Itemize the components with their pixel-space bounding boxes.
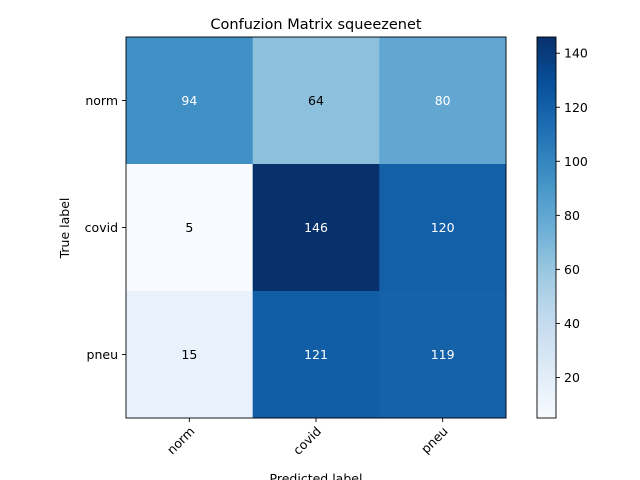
cell-value-label: 119 [431, 347, 455, 362]
heatmap-cells [126, 37, 507, 419]
colorbar-tick-label: 120 [564, 100, 588, 115]
cell-value-label: 80 [435, 93, 451, 108]
heatmap-cell [379, 291, 507, 419]
x-axis-label: Predicted label [270, 471, 363, 480]
heatmap-cell [126, 291, 254, 419]
x-tick-label: pneu [418, 424, 451, 457]
heatmap-cell [252, 37, 380, 165]
cell-value-label: 5 [185, 220, 193, 235]
cell-value-label: 15 [181, 347, 197, 362]
x-axis-ticks: norm covid pneu [164, 418, 451, 458]
colorbar-tick-label: 40 [564, 316, 580, 331]
x-tick-label: covid [290, 424, 324, 458]
heatmap-cell [126, 164, 254, 292]
heatmap-cell [126, 37, 254, 165]
y-axis-label: True label [57, 198, 72, 260]
heatmap-cell [379, 37, 507, 165]
cell-value-label: 121 [304, 347, 328, 362]
colorbar-tick-label: 140 [564, 46, 588, 61]
colorbar [536, 36, 557, 419]
colorbar-tick-label: 80 [564, 208, 580, 223]
cell-value-label: 64 [308, 93, 324, 108]
colorbar-tick-label: 20 [564, 370, 580, 385]
heatmap-cell [379, 164, 507, 292]
cell-value-label: 94 [181, 93, 197, 108]
y-tick-label: covid [85, 220, 118, 235]
y-tick-label: norm [85, 93, 118, 108]
colorbar-tick-label: 100 [564, 154, 588, 169]
cell-value-label: 146 [304, 220, 328, 235]
x-tick-label: norm [164, 424, 198, 458]
heatmap-cell [252, 291, 380, 419]
colorbar-tick-label: 60 [564, 262, 580, 277]
y-tick-label: pneu [87, 347, 118, 362]
y-axis-ticks: norm covid pneu [85, 93, 126, 362]
cell-value-label: 120 [431, 220, 455, 235]
heatmap-cell-labels: 94 64 80 5 146 120 15 121 119 [181, 93, 454, 362]
colorbar-ticks: 20 40 60 80 100 120 140 [556, 46, 588, 385]
chart-title: Confuzion Matrix squeezenet [210, 17, 421, 33]
heatmap-cell [252, 164, 380, 292]
